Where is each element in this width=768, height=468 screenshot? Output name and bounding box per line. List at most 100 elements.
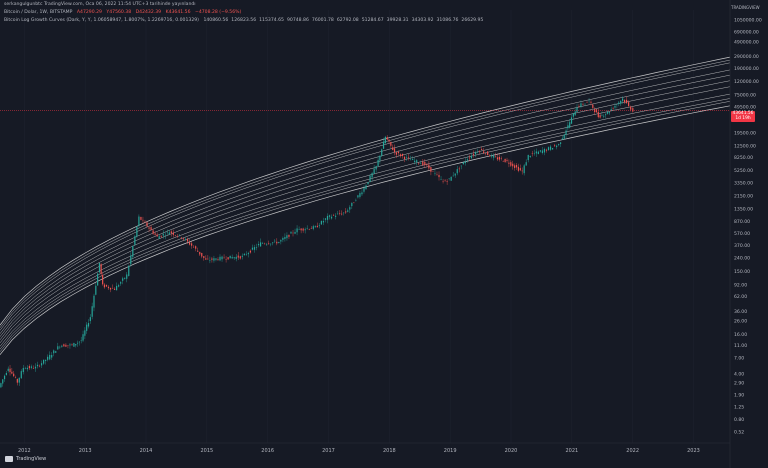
price-tick-label: 16.00 (734, 332, 747, 338)
price-tick-label: 36.00 (734, 309, 747, 315)
candle-body (300, 228, 302, 231)
candle-body (205, 258, 207, 260)
candle-body (361, 192, 363, 195)
indicator-value: 140860.56 (203, 18, 229, 23)
candle-body (241, 255, 243, 257)
candle-body (533, 153, 535, 154)
candle-body (3, 375, 6, 380)
candle-body (312, 226, 314, 229)
candle-body (122, 278, 124, 281)
price-tick-label: 1.25 (734, 405, 744, 411)
candle-body (288, 234, 290, 237)
candle-body (414, 160, 416, 163)
candle-body (53, 350, 55, 354)
candle-body (128, 266, 130, 276)
candle-body (176, 235, 179, 237)
candle-body (36, 364, 39, 367)
candle-body (82, 334, 84, 341)
candle-body (199, 251, 201, 255)
candle-body (458, 168, 460, 170)
candle-body (9, 368, 11, 373)
candle-body (422, 161, 424, 166)
price-tick-label: 5250.00 (734, 168, 753, 174)
price-tick-label: 690000.00 (734, 30, 759, 36)
candle-body (371, 173, 373, 178)
candle-body (294, 231, 296, 234)
candle-body (261, 243, 264, 244)
candle-body (272, 242, 274, 244)
indicator-legend[interactable]: Bitcoin Log Growth Curves (Dark, Y, Y, 1… (4, 18, 489, 24)
candle-body (266, 244, 268, 245)
price-axis: 1050000.00 690000.00 490000.00 290000.00 190… (734, 18, 762, 436)
candle-body (553, 145, 556, 147)
candle-body (498, 156, 501, 160)
candle-body (395, 152, 398, 155)
candle-body (209, 260, 211, 261)
candle-body (418, 163, 420, 164)
candle-body (320, 221, 323, 225)
candle-body (113, 288, 116, 290)
candle-body (100, 264, 102, 274)
candle-body (572, 113, 574, 117)
candle-body (388, 139, 390, 142)
candle-body (537, 151, 539, 154)
indicator-title: Bitcoin Log Growth Curves (Dark, Y, Y, 1… (4, 18, 199, 23)
publisher-line: serkangulgunbtc TradingView.com, Oca 06,… (4, 2, 196, 7)
candle-body (351, 202, 353, 207)
candle-body (541, 150, 544, 153)
candle-body (337, 213, 339, 215)
chart-grid (24, 10, 694, 443)
candle-body (485, 153, 487, 154)
candle-body (28, 366, 31, 369)
candle-body (292, 232, 294, 234)
candle-body (136, 226, 138, 237)
tradingview-logo-icon (5, 456, 13, 462)
candle-body (444, 180, 446, 182)
candle-body (472, 154, 475, 155)
candle-body (375, 165, 377, 170)
candle-body (115, 285, 118, 291)
candle-body (582, 103, 584, 105)
candle-body (69, 344, 71, 346)
candle-body (500, 158, 502, 159)
candle-body (304, 229, 306, 231)
candle-body (496, 157, 499, 160)
candle-body (569, 122, 571, 128)
candle-body (59, 346, 61, 348)
candle-body (290, 232, 292, 234)
price-tick-label: 19500.00 (734, 131, 756, 137)
time-tick-label: 2023 (687, 448, 700, 454)
candle-body (616, 104, 618, 105)
indicator-value: 26629.95 (461, 18, 484, 23)
candle-body (284, 236, 286, 239)
candle-body (84, 330, 86, 336)
ohlc-change: −4708.28 (−9.56%) (194, 10, 242, 15)
candle-body (506, 159, 508, 161)
candle-body (601, 115, 603, 116)
candle-body (76, 342, 79, 344)
candle-body (146, 222, 148, 227)
candle-body (558, 144, 560, 146)
candle-body (223, 257, 225, 259)
price-tick-label: 26.00 (734, 318, 747, 324)
tradingview-watermark[interactable]: TradingView (5, 456, 46, 462)
candle-body (102, 274, 104, 285)
candle-body (184, 239, 187, 240)
candle-body (567, 125, 569, 129)
candle-body (5, 373, 7, 375)
candle-body (556, 145, 558, 148)
candle-body (543, 148, 546, 153)
candle-body (519, 168, 521, 171)
symbol-legend[interactable]: Bitcoin / Dolar, 1W, BITSTAMP A47290.29 … (4, 10, 244, 16)
time-tick-label: 2016 (261, 448, 274, 454)
candle-body (578, 106, 580, 107)
candle-body (103, 284, 106, 288)
candle-body (126, 274, 128, 279)
candle-body (420, 163, 422, 165)
candle-body (278, 242, 280, 243)
growth-curve (0, 69, 731, 334)
candle-body (489, 155, 491, 157)
candle-body (549, 146, 552, 150)
candle-body (30, 366, 33, 368)
